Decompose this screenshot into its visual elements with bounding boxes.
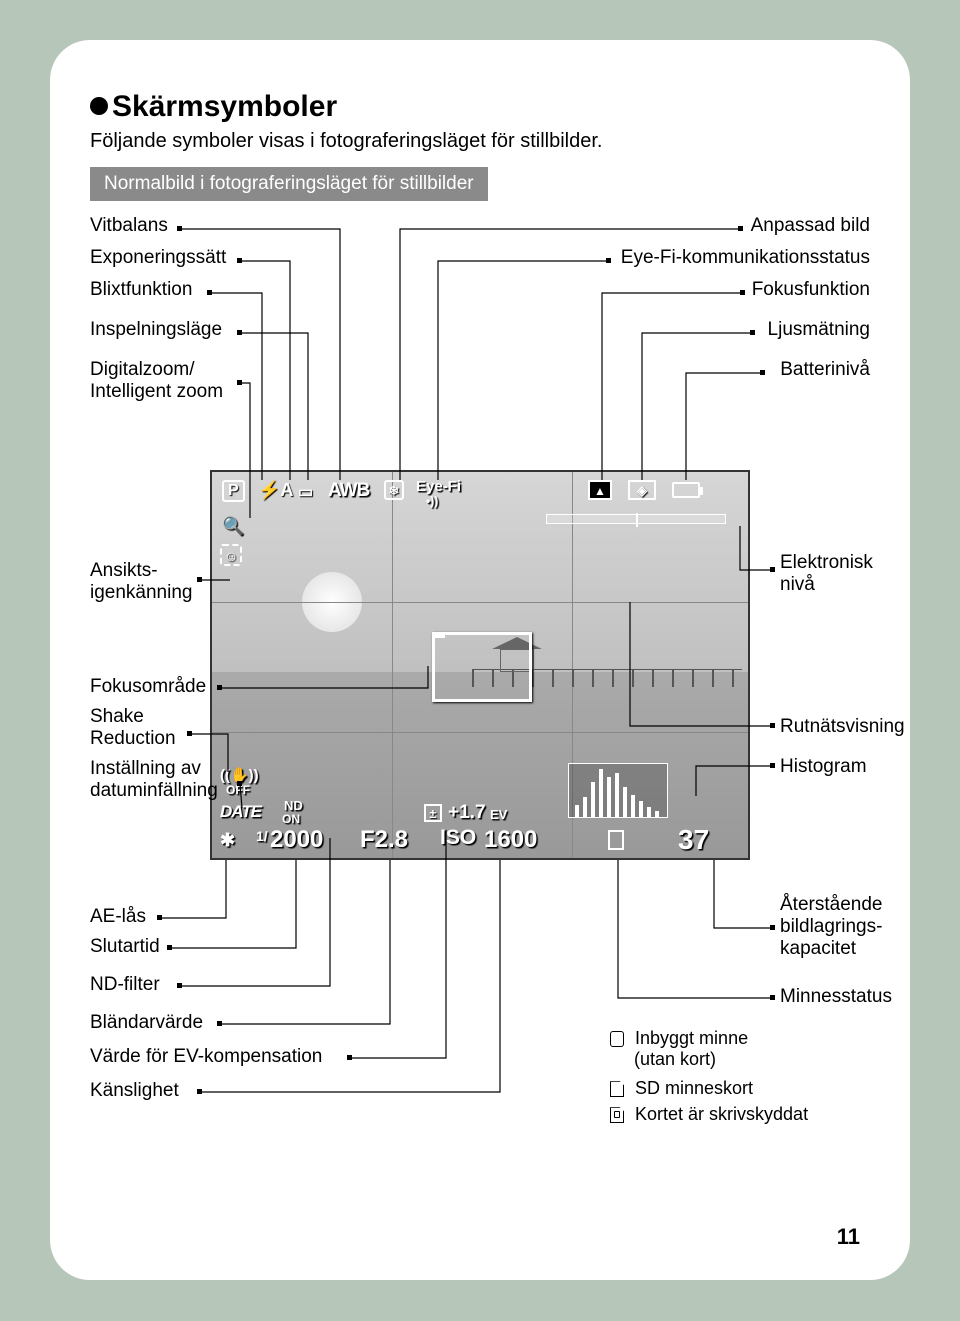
label-shake-2: Reduction xyxy=(90,728,176,750)
label-elektronisk-2: nivå xyxy=(780,574,815,596)
legend-inbyggt-1: Inbyggt minne xyxy=(635,1028,748,1048)
label-inspelningslage: Inspelningsläge xyxy=(90,319,222,341)
label-blixtfunktion: Blixtfunktion xyxy=(90,279,192,301)
grid-horizontal-2 xyxy=(212,732,748,733)
nd-label: ND xyxy=(284,798,303,813)
bullet-icon xyxy=(90,97,108,115)
content-area: Skärmsymboler Följande symboler visas i … xyxy=(90,90,870,425)
label-ansikts-2: igenkänning xyxy=(90,582,192,604)
mode-p-icon: P xyxy=(222,480,245,502)
focus-area-icon xyxy=(432,632,532,702)
label-batteriniva: Batterinivå xyxy=(780,359,870,381)
heading: Skärmsymboler xyxy=(90,90,870,124)
legend-sd-text: SD minneskort xyxy=(635,1078,753,1098)
metering-icon: ◈ xyxy=(628,480,656,500)
iso-value: 1600 xyxy=(484,826,537,854)
mode-banner: Normalbild i fotograferingsläget för sti… xyxy=(90,167,488,201)
label-vitbalans: Vitbalans xyxy=(90,215,168,237)
label-datum-1: Inställning av xyxy=(90,758,201,780)
label-aelas: AE-lås xyxy=(90,906,146,928)
sr-icon: ((✋)) xyxy=(220,766,259,784)
label-evkomp: Värde för EV-kompensation xyxy=(90,1046,322,1068)
eyefi-icon: Eye-Fi xyxy=(416,478,461,495)
label-exponeringssatt: Exponeringssätt xyxy=(90,247,226,269)
battery-icon xyxy=(672,482,700,498)
label-ansikts-1: Ansikts- xyxy=(90,560,158,582)
shutter-value: 2000 xyxy=(270,826,323,854)
subheading: Följande symboler visas i fotograferings… xyxy=(90,130,870,153)
face-detection-icon: ☺ xyxy=(220,544,242,566)
date-icon: DATE xyxy=(220,802,261,822)
label-fokusomrade: Fokusområde xyxy=(90,676,206,698)
awb-icon: AWB xyxy=(328,480,369,502)
aperture-value: F2.8 xyxy=(360,826,408,854)
eyefi-signal-icon: •)) xyxy=(426,494,438,508)
shutter-prefix: 1/ xyxy=(256,828,268,844)
upper-labels: Vitbalans Exponeringssätt Blixtfunktion … xyxy=(90,215,870,425)
sr-off-text: OFF xyxy=(226,783,250,797)
histogram-icon xyxy=(568,763,668,818)
legend-inbyggt: Inbyggt minne (utan kort) xyxy=(610,1028,748,1070)
sd-locked-icon xyxy=(610,1107,624,1123)
grid-vertical-1 xyxy=(392,472,393,858)
grid-horizontal-1 xyxy=(212,602,748,603)
label-aterstaende-1: Återstående xyxy=(780,894,882,916)
heading-text: Skärmsymboler xyxy=(112,90,337,123)
legend-locked-text: Kortet är skrivskyddat xyxy=(635,1104,808,1124)
label-rutnat: Rutnätsvisning xyxy=(780,716,905,738)
internal-memory-icon xyxy=(610,1031,624,1047)
legend-locked: Kortet är skrivskyddat xyxy=(610,1104,808,1125)
nd-on-text: ON xyxy=(282,812,300,826)
focus-mode-icon: ▲ xyxy=(588,480,612,500)
label-ndfilter: ND-filter xyxy=(90,974,160,996)
legend-sd: SD minneskort xyxy=(610,1078,753,1099)
label-kanslighet: Känslighet xyxy=(90,1080,179,1102)
label-anpassad-bild: Anpassad bild xyxy=(751,215,870,237)
flash-icon: ⚡A xyxy=(258,480,293,501)
label-slutartid: Slutartid xyxy=(90,936,160,958)
label-eyefi: Eye-Fi-kommunikationsstatus xyxy=(621,247,870,269)
label-ljusmatning: Ljusmätning xyxy=(768,319,870,341)
label-elektronisk-1: Elektronisk xyxy=(780,552,873,574)
label-aterstaende-2: bildlagrings- xyxy=(780,916,882,938)
label-blandarvarde: Bländarvärde xyxy=(90,1012,203,1034)
label-minnesstatus: Minnesstatus xyxy=(780,986,892,1008)
drive-icon: ▭ xyxy=(298,482,313,502)
zoom-icon: 🔍 xyxy=(222,516,244,537)
memory-icon xyxy=(608,830,624,850)
custom-image-icon: ❄ xyxy=(384,480,404,500)
label-shake-1: Shake xyxy=(90,706,144,728)
page-number: 11 xyxy=(837,1224,860,1250)
ev-value: +1.7 xyxy=(448,802,486,824)
electronic-level-icon xyxy=(546,514,726,524)
label-histogram: Histogram xyxy=(780,756,867,778)
page-card: Skärmsymboler Följande symboler visas i … xyxy=(50,40,910,1280)
label-aterstaende-3: kapacitet xyxy=(780,938,856,960)
lcd-screen: P ⚡A ▭ AWB ❄ Eye-Fi •)) ▲ ◈ 🔍 ☺ ((✋)) OF… xyxy=(210,470,750,860)
legend-inbyggt-2: (utan kort) xyxy=(634,1049,716,1069)
remaining-shots: 37 xyxy=(678,824,709,856)
label-digitalzoom-1: Digitalzoom/ xyxy=(90,359,195,381)
label-datum-2: datuminfällning xyxy=(90,780,218,802)
label-digitalzoom-2: Intelligent zoom xyxy=(90,381,223,403)
label-fokusfunktion: Fokusfunktion xyxy=(752,279,870,301)
ev-unit: EV xyxy=(490,807,507,822)
sd-card-icon xyxy=(610,1081,624,1097)
ae-lock-icon: ✱ xyxy=(220,830,235,851)
ev-comp-icon: ± xyxy=(424,804,442,822)
iso-label: ISO xyxy=(440,826,476,850)
